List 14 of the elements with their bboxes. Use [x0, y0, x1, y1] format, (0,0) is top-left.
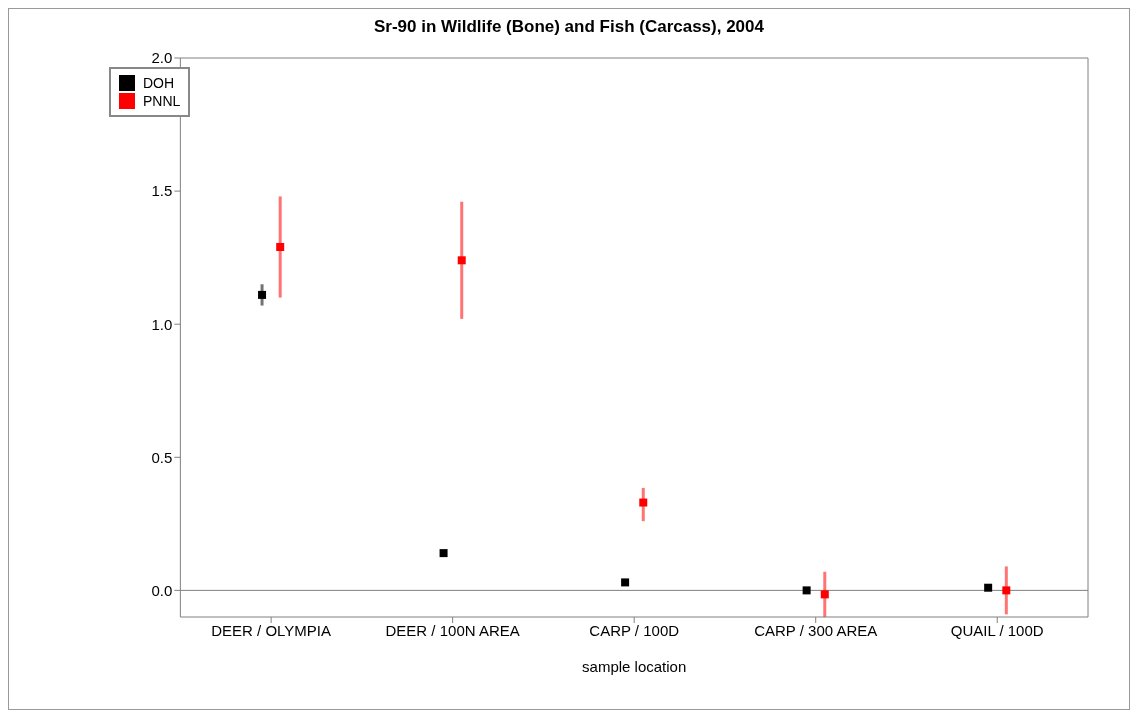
- y-tick-label: 0.5: [151, 448, 173, 466]
- y-tick-label: 2.0: [151, 49, 173, 67]
- x-tick-label: DEER / OLYMPIA: [211, 621, 332, 639]
- legend-label: PNNL: [143, 93, 181, 109]
- chart-title: Sr-90 in Wildlife (Bone) and Fish (Carcass), 2004: [373, 17, 765, 37]
- x-tick-label: CARP / 100D: [589, 621, 680, 639]
- y-tick-label: 0.0: [151, 581, 173, 599]
- y-tick-label: 1.0: [151, 315, 173, 333]
- y-tick-label: 1.5: [151, 182, 173, 200]
- legend-label: DOH: [143, 75, 175, 91]
- x-tick-label: CARP / 300 AREA: [754, 621, 878, 639]
- x-tick-label: QUAIL / 100D: [950, 621, 1044, 639]
- x-axis-title: sample location: [582, 658, 687, 675]
- x-tick-label: DEER / 100N AREA: [385, 621, 520, 639]
